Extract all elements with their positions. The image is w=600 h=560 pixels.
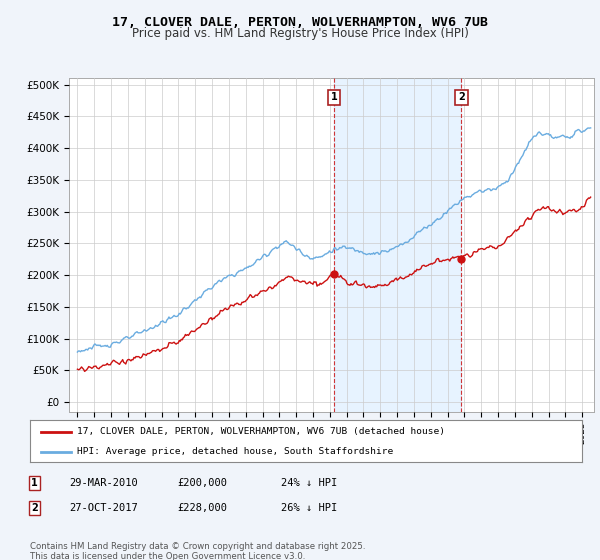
Text: 2: 2 [31, 503, 38, 513]
Text: HPI: Average price, detached house, South Staffordshire: HPI: Average price, detached house, Sout… [77, 447, 393, 456]
Text: £200,000: £200,000 [177, 478, 227, 488]
Text: 29-MAR-2010: 29-MAR-2010 [69, 478, 138, 488]
Text: 17, CLOVER DALE, PERTON, WOLVERHAMPTON, WV6 7UB (detached house): 17, CLOVER DALE, PERTON, WOLVERHAMPTON, … [77, 427, 445, 436]
Bar [334, 78, 461, 412]
Text: 1: 1 [31, 478, 38, 488]
Text: Price paid vs. HM Land Registry's House Price Index (HPI): Price paid vs. HM Land Registry's House … [131, 27, 469, 40]
Text: 27-OCT-2017: 27-OCT-2017 [69, 503, 138, 513]
Text: £228,000: £228,000 [177, 503, 227, 513]
Text: 17, CLOVER DALE, PERTON, WOLVERHAMPTON, WV6 7UB: 17, CLOVER DALE, PERTON, WOLVERHAMPTON, … [112, 16, 488, 29]
Text: 26% ↓ HPI: 26% ↓ HPI [281, 503, 337, 513]
Text: 1: 1 [331, 92, 337, 102]
Text: 24% ↓ HPI: 24% ↓ HPI [281, 478, 337, 488]
Text: 2: 2 [458, 92, 465, 102]
Text: Contains HM Land Registry data © Crown copyright and database right 2025.
This d: Contains HM Land Registry data © Crown c… [30, 542, 365, 560]
